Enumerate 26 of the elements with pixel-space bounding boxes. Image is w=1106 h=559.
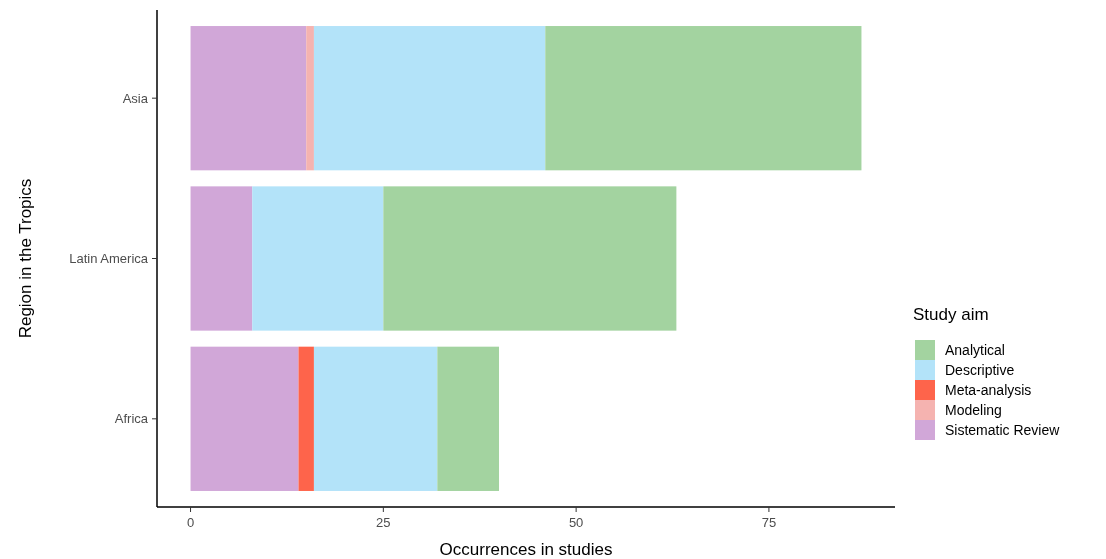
bar (190, 346, 299, 491)
bar (306, 26, 314, 171)
y-axis-title: Region in the Tropics (16, 178, 35, 339)
legend-title: Study aim (913, 305, 989, 324)
bar (383, 186, 677, 331)
bar (298, 346, 314, 491)
y-tick-label: Africa (114, 411, 149, 427)
x-tick-label: 0 (186, 515, 195, 530)
x-tick-label: 50 (568, 515, 584, 530)
y-tick-label: Asia (122, 90, 149, 106)
bar (545, 26, 862, 171)
bar (313, 26, 546, 171)
bar (252, 186, 384, 331)
legend-label: Modeling (945, 402, 1002, 418)
bar (190, 26, 307, 171)
x-axis-title: Occurrences in studies (439, 540, 613, 559)
legend-label: Descriptive (945, 362, 1015, 378)
bar (190, 186, 253, 331)
bar (313, 346, 438, 491)
legend-label: Sistematic Review (945, 422, 1061, 438)
x-tick-label: 25 (376, 515, 391, 530)
x-tick-label: 75 (761, 515, 777, 530)
bar (437, 346, 500, 491)
legend-label: Analytical (945, 342, 1005, 358)
y-tick-label: Latin America (69, 251, 149, 266)
legend-label: Meta-analysis (945, 382, 1032, 398)
